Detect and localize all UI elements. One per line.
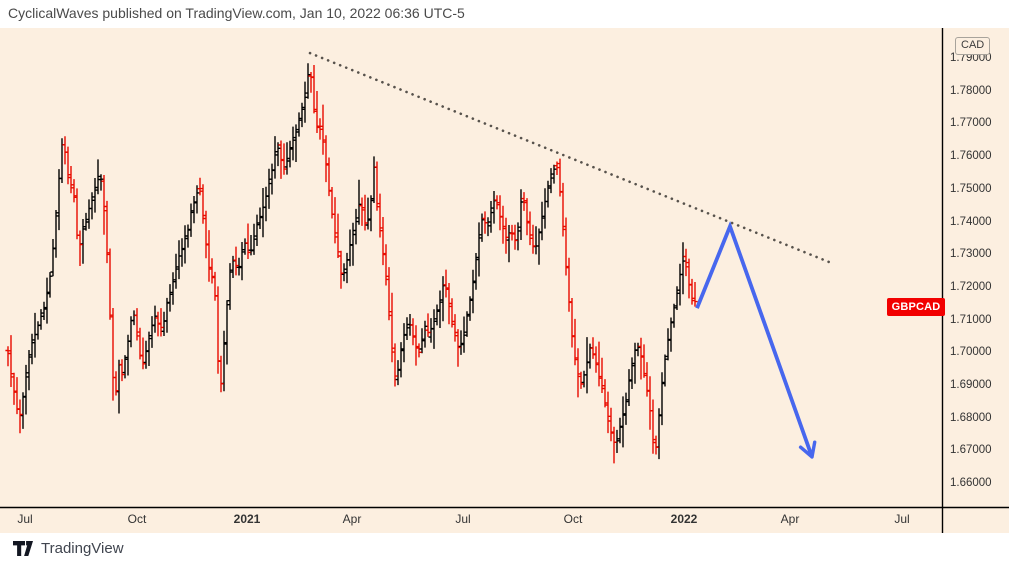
price-axis-label: 1.71000 (950, 313, 992, 326)
price-axis-label: 1.78000 (950, 84, 992, 97)
price-axis-label: 1.69000 (950, 379, 992, 391)
price-axis-label: 1.74000 (950, 215, 992, 228)
price-axis-label: 1.70000 (950, 346, 992, 359)
publish-credit: CyclicalWaves published on TradingView.c… (8, 5, 465, 21)
price-axis-label: 1.77000 (950, 117, 992, 130)
time-axis-label: Jul (894, 512, 910, 526)
time-axis-label: Jul (17, 512, 33, 526)
time-axis-label: Oct (563, 512, 583, 526)
time-axis-label: Apr (342, 512, 362, 526)
brand-name: TradingView (41, 540, 124, 557)
price-axis-label: 1.76000 (950, 150, 992, 163)
time-axis-label: Jul (455, 512, 471, 526)
price-axis-label: 1.75000 (950, 182, 992, 195)
symbol-price-badge: GBPCAD (887, 298, 945, 316)
time-axis-label: Oct (127, 512, 147, 526)
header-bar: CyclicalWaves published on TradingView.c… (0, 0, 1009, 28)
price-axis-label: 1.68000 (950, 411, 992, 424)
tradingview-link[interactable]: TradingView (13, 540, 124, 557)
price-axis-label: 1.67000 (950, 444, 992, 457)
price-axis-label: 1.66000 (950, 477, 992, 490)
time-axis-label: 2022 (670, 512, 698, 526)
time-axis-label: 2021 (233, 512, 261, 526)
price-axis-label: 1.73000 (950, 248, 992, 261)
time-axis-label: Apr (780, 512, 800, 526)
price-axis-label: 1.72000 (950, 280, 992, 293)
tradingview-logo-icon (13, 541, 33, 556)
footer-bar: TradingView (0, 533, 1009, 568)
currency-button[interactable]: CAD (955, 37, 991, 55)
price-axis-label: 1.79000 (950, 52, 992, 64)
